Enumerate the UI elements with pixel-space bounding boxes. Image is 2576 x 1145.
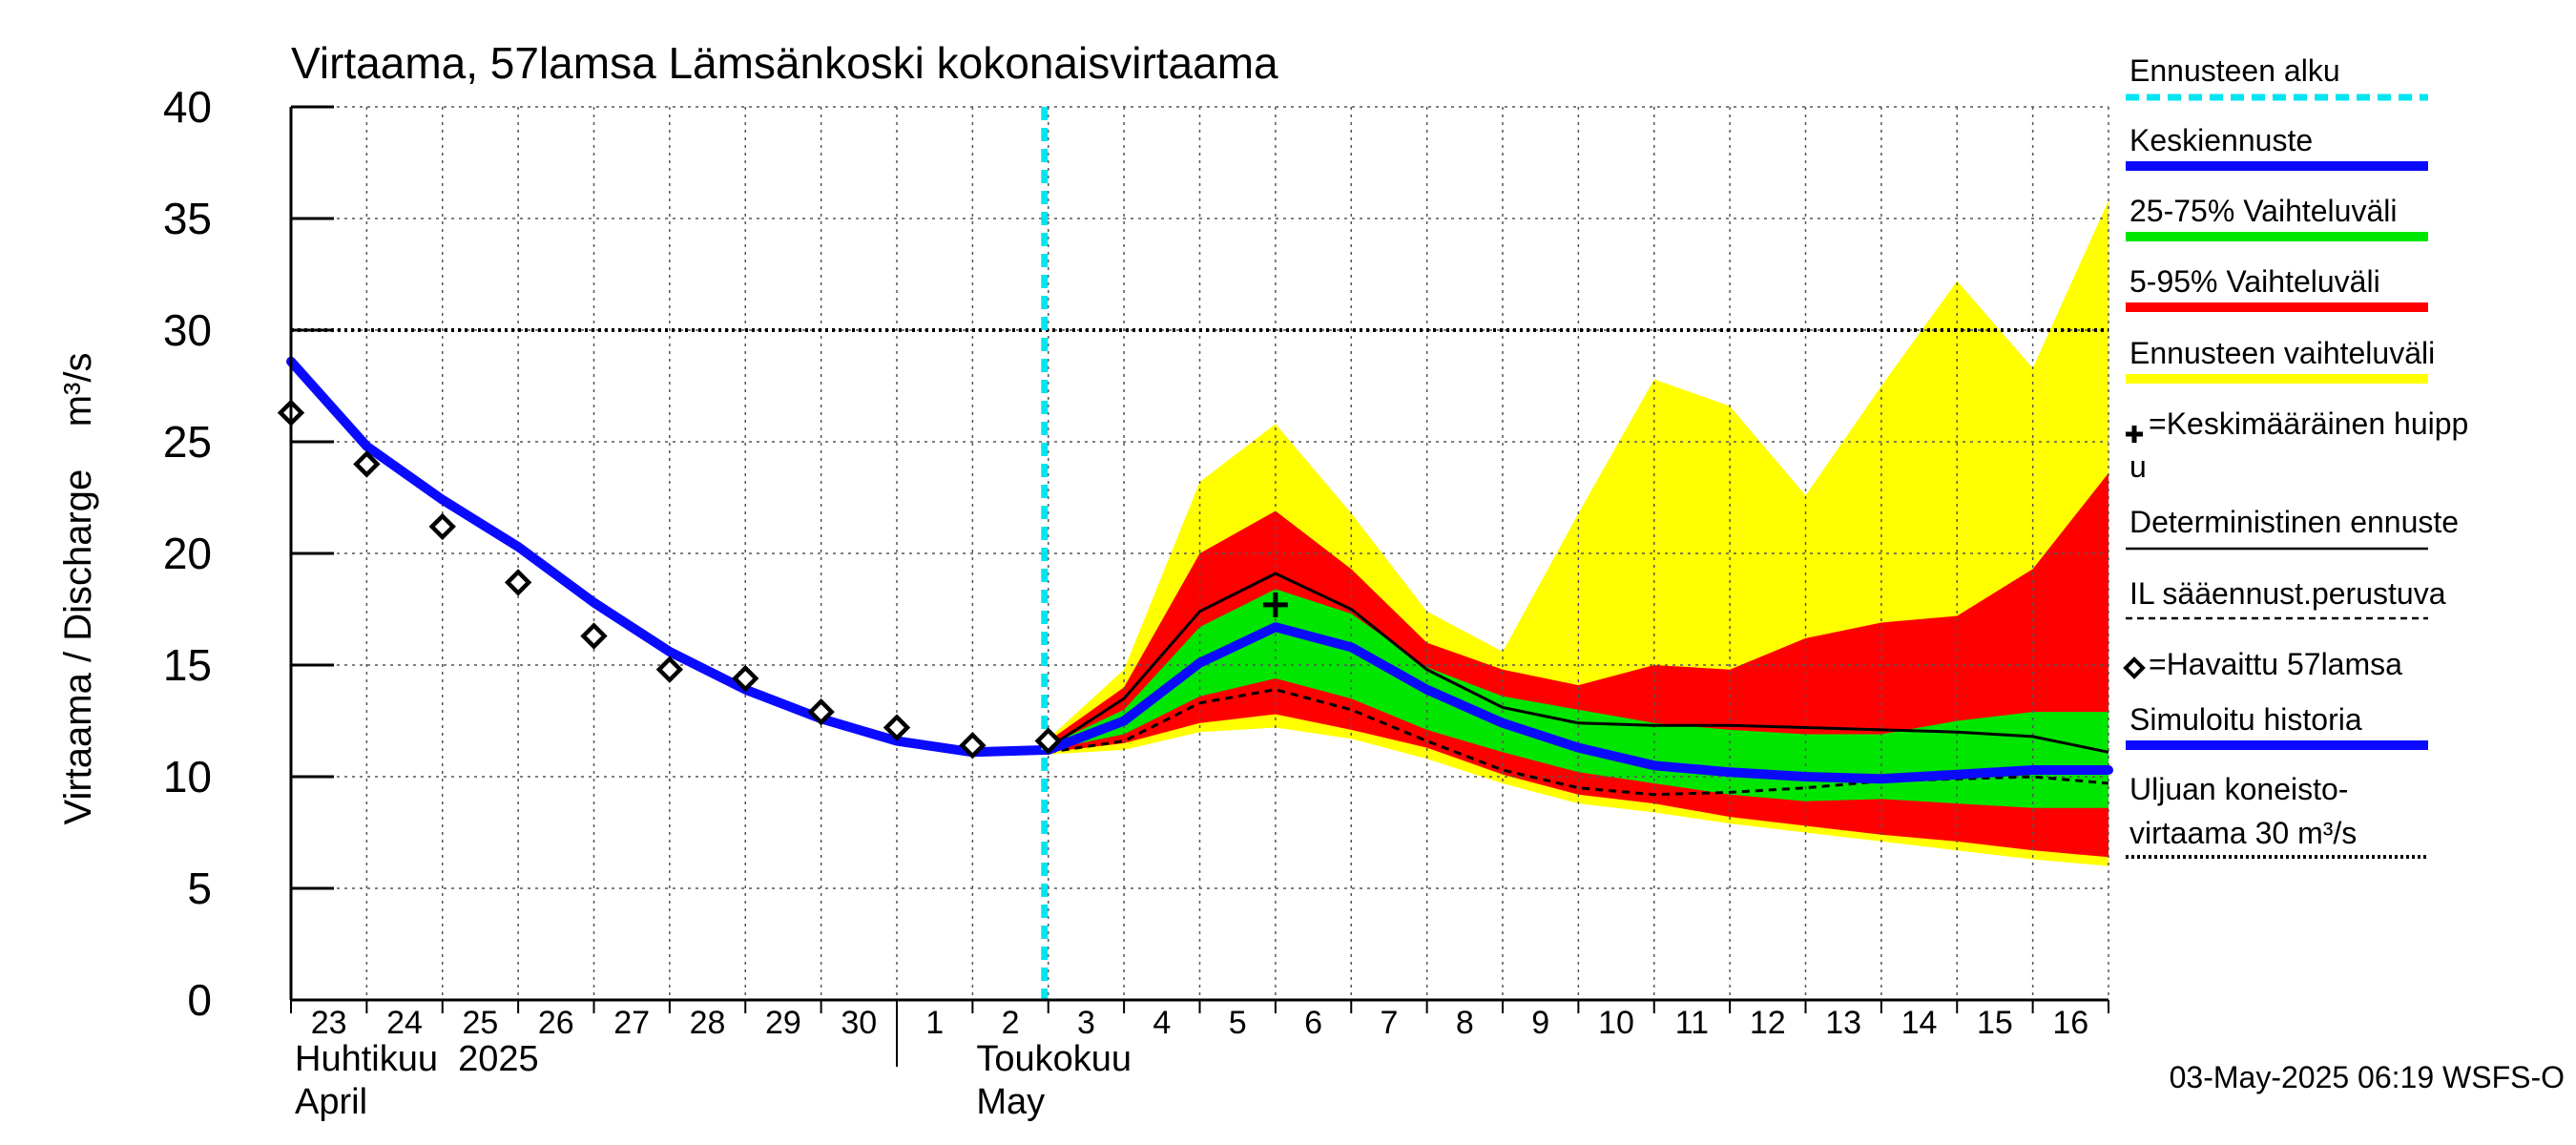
x-tick-label: 26 xyxy=(538,1005,574,1041)
y-tick-label: 5 xyxy=(187,864,212,913)
legend-label-keski: Keskiennuste xyxy=(2129,123,2313,157)
x-tick-label: 3 xyxy=(1077,1005,1095,1041)
series-lines xyxy=(286,107,2113,1000)
footer-timestamp: 03-May-2025 06:19 WSFS-O xyxy=(2170,1060,2565,1094)
x-tick-label: 12 xyxy=(1750,1005,1786,1041)
observed-point xyxy=(732,664,759,693)
legend-label-huippu-line2: u xyxy=(2129,449,2147,484)
x-tick-label: 24 xyxy=(386,1005,423,1041)
y-tick-label: 20 xyxy=(163,529,212,578)
y-tick-label: 10 xyxy=(163,752,212,802)
y-tick-label: 30 xyxy=(163,305,212,355)
x-tick-label: 7 xyxy=(1380,1005,1398,1041)
x-tick-label: 25 xyxy=(463,1005,499,1041)
legend-label-v2575: 25-75% Vaihteluväli xyxy=(2129,194,2397,228)
legend-label-alku: Ennusteen alku xyxy=(2129,53,2340,88)
observed-markers xyxy=(277,399,1288,760)
x-tick-label: 28 xyxy=(690,1005,726,1041)
legend-symbol-hav xyxy=(2123,656,2146,679)
legend-label-det: Deterministinen ennuste xyxy=(2129,505,2459,539)
observed-point xyxy=(959,732,987,760)
observed-point xyxy=(1034,727,1062,755)
month-label: Toukokuu xyxy=(976,1039,1132,1079)
y-tick-label: 40 xyxy=(163,82,212,132)
mean-peak-marker xyxy=(1262,592,1288,617)
month-label: Huhtikuu 2025 xyxy=(295,1039,539,1079)
observed-point xyxy=(580,622,608,650)
observed-point xyxy=(428,512,456,541)
line-keskiennuste xyxy=(1043,622,2113,784)
legend-label-sim: Simuloitu historia xyxy=(2129,702,2362,737)
observed-point xyxy=(353,450,381,478)
x-tick-label: 10 xyxy=(1598,1005,1634,1041)
x-tick-label: 27 xyxy=(613,1005,650,1041)
chart-title: Virtaama, 57lamsa Lämsänkoski kokonaisvi… xyxy=(291,38,1278,88)
x-tick-label: 14 xyxy=(1901,1005,1938,1041)
x-tick-label: 13 xyxy=(1825,1005,1861,1041)
legend-label-v595: 5-95% Vaihteluväli xyxy=(2129,264,2380,299)
x-tick-label: 30 xyxy=(841,1005,877,1041)
legend-label-hav: =Havaittu 57lamsa xyxy=(2149,647,2402,681)
line-simuloitu-historia xyxy=(286,356,1053,758)
x-tick-label: 9 xyxy=(1531,1005,1549,1041)
month-label-en: April xyxy=(295,1082,367,1122)
legend-label-huippu: =Keskimääräinen huipp xyxy=(2149,406,2468,441)
x-tick-label: 5 xyxy=(1229,1005,1247,1041)
x-tick-label: 15 xyxy=(1977,1005,2013,1041)
x-tick-label: 1 xyxy=(925,1005,944,1041)
x-tick-label: 11 xyxy=(1675,1005,1709,1041)
legend-label-uljua-line2: virtaama 30 m³/s xyxy=(2129,816,2357,850)
x-tick-label: 29 xyxy=(765,1005,801,1041)
observed-point xyxy=(883,714,911,741)
y-tick-label: 15 xyxy=(163,640,212,690)
observed-point xyxy=(504,569,532,596)
x-tick-label: 23 xyxy=(311,1005,347,1041)
legend-label-uljua: Uljuan koneisto- xyxy=(2129,772,2348,806)
x-tick-label: 2 xyxy=(1002,1005,1020,1041)
legend-label-il: IL sääennust.perustuva xyxy=(2129,576,2446,611)
x-tick-label: 16 xyxy=(2052,1005,2088,1041)
observed-point xyxy=(807,697,835,726)
legend: Ennusteen alku Keskiennuste 25-75% Vaihtel… xyxy=(2123,53,2468,859)
x-tick-label: 6 xyxy=(1304,1005,1322,1041)
legend-label-vaiht: Ennusteen vaihteluväli xyxy=(2129,336,2435,370)
forecast-bands xyxy=(1048,200,2109,866)
x-tick-label: 4 xyxy=(1153,1005,1171,1041)
y-tick-label: 35 xyxy=(163,194,212,243)
month-label-en: May xyxy=(976,1082,1045,1122)
y-axis-label: Virtaama / Discharge m³/s xyxy=(57,353,99,825)
legend-symbol-huippu xyxy=(2126,426,2143,443)
line-deterministinen xyxy=(1047,572,2109,754)
band-25-75 xyxy=(1048,589,2109,808)
observed-point xyxy=(655,656,684,683)
x-tick-label: 8 xyxy=(1456,1005,1474,1041)
y-tick-label: 25 xyxy=(163,417,212,467)
y-tick-label: 0 xyxy=(187,975,212,1025)
